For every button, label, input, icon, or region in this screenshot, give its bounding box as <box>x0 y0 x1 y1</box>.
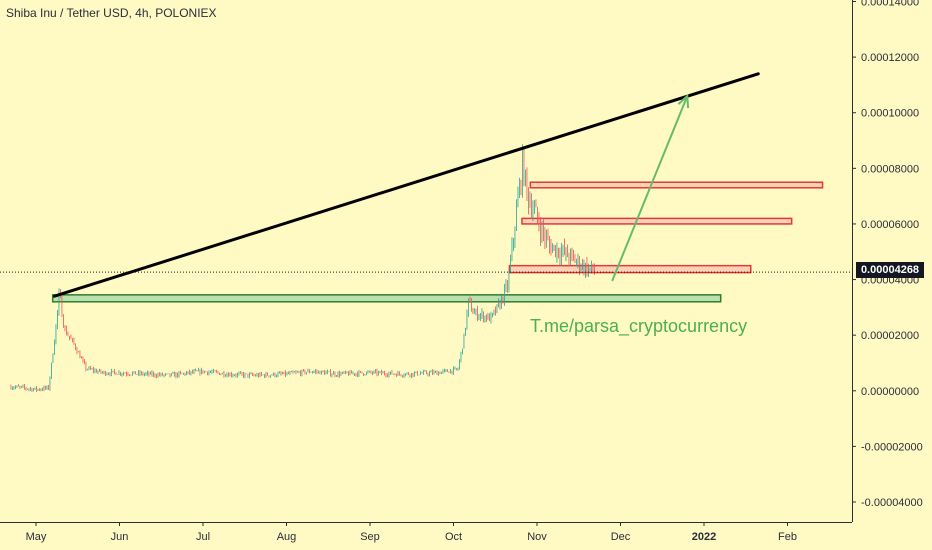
resistance-zone-rect[interactable] <box>508 264 752 274</box>
watermark-text: T.me/parsa_cryptocurrency <box>530 316 748 336</box>
time-tick-label: 2022 <box>692 531 716 543</box>
price-tick-label: -0.00004000 <box>861 497 923 509</box>
resistance-zone-rect[interactable] <box>521 217 793 225</box>
resistance-zone-rect[interactable] <box>529 181 824 189</box>
time-tick-label: Jun <box>111 531 129 543</box>
price-tick-label: -0.00002000 <box>861 441 923 453</box>
arrow-head[interactable] <box>677 93 690 109</box>
price-tick-label: 0.00006000 <box>861 219 919 231</box>
price-tick-label: 0.00012000 <box>861 52 919 64</box>
time-tick-label: May <box>26 531 47 543</box>
candles <box>10 144 595 393</box>
price-tick-label: 0.00002000 <box>861 330 919 342</box>
resistance-zones[interactable] <box>508 181 824 274</box>
arrow-shaft[interactable] <box>611 95 689 282</box>
price-tick-label: 0.00000000 <box>861 386 919 398</box>
price-tick-label: 0.00010000 <box>861 108 919 120</box>
time-tick-label: Jul <box>196 531 210 543</box>
time-tick-label: Nov <box>527 531 547 543</box>
chart-title: Shiba Inu / Tether USD, 4h, POLONIEX <box>6 6 217 20</box>
support-zone-rect[interactable] <box>51 294 722 303</box>
last-price-label: 0.00004268 <box>856 262 924 278</box>
time-tick-label: Oct <box>445 531 462 543</box>
price-tick-label: 0.00014000 <box>861 0 919 9</box>
time-tick-label: Aug <box>277 531 297 543</box>
time-tick-label: Feb <box>778 531 797 543</box>
support-zone[interactable] <box>51 294 722 303</box>
time-tick-label: Dec <box>611 531 631 543</box>
time-axis[interactable]: May Jun Jul Aug Sep Oct Nov Dec 2022 Feb <box>26 522 797 543</box>
projection-arrow[interactable] <box>611 93 690 282</box>
time-tick-label: Sep <box>360 531 380 543</box>
price-tick-label: 0.00008000 <box>861 163 919 175</box>
trendline[interactable] <box>52 72 760 298</box>
